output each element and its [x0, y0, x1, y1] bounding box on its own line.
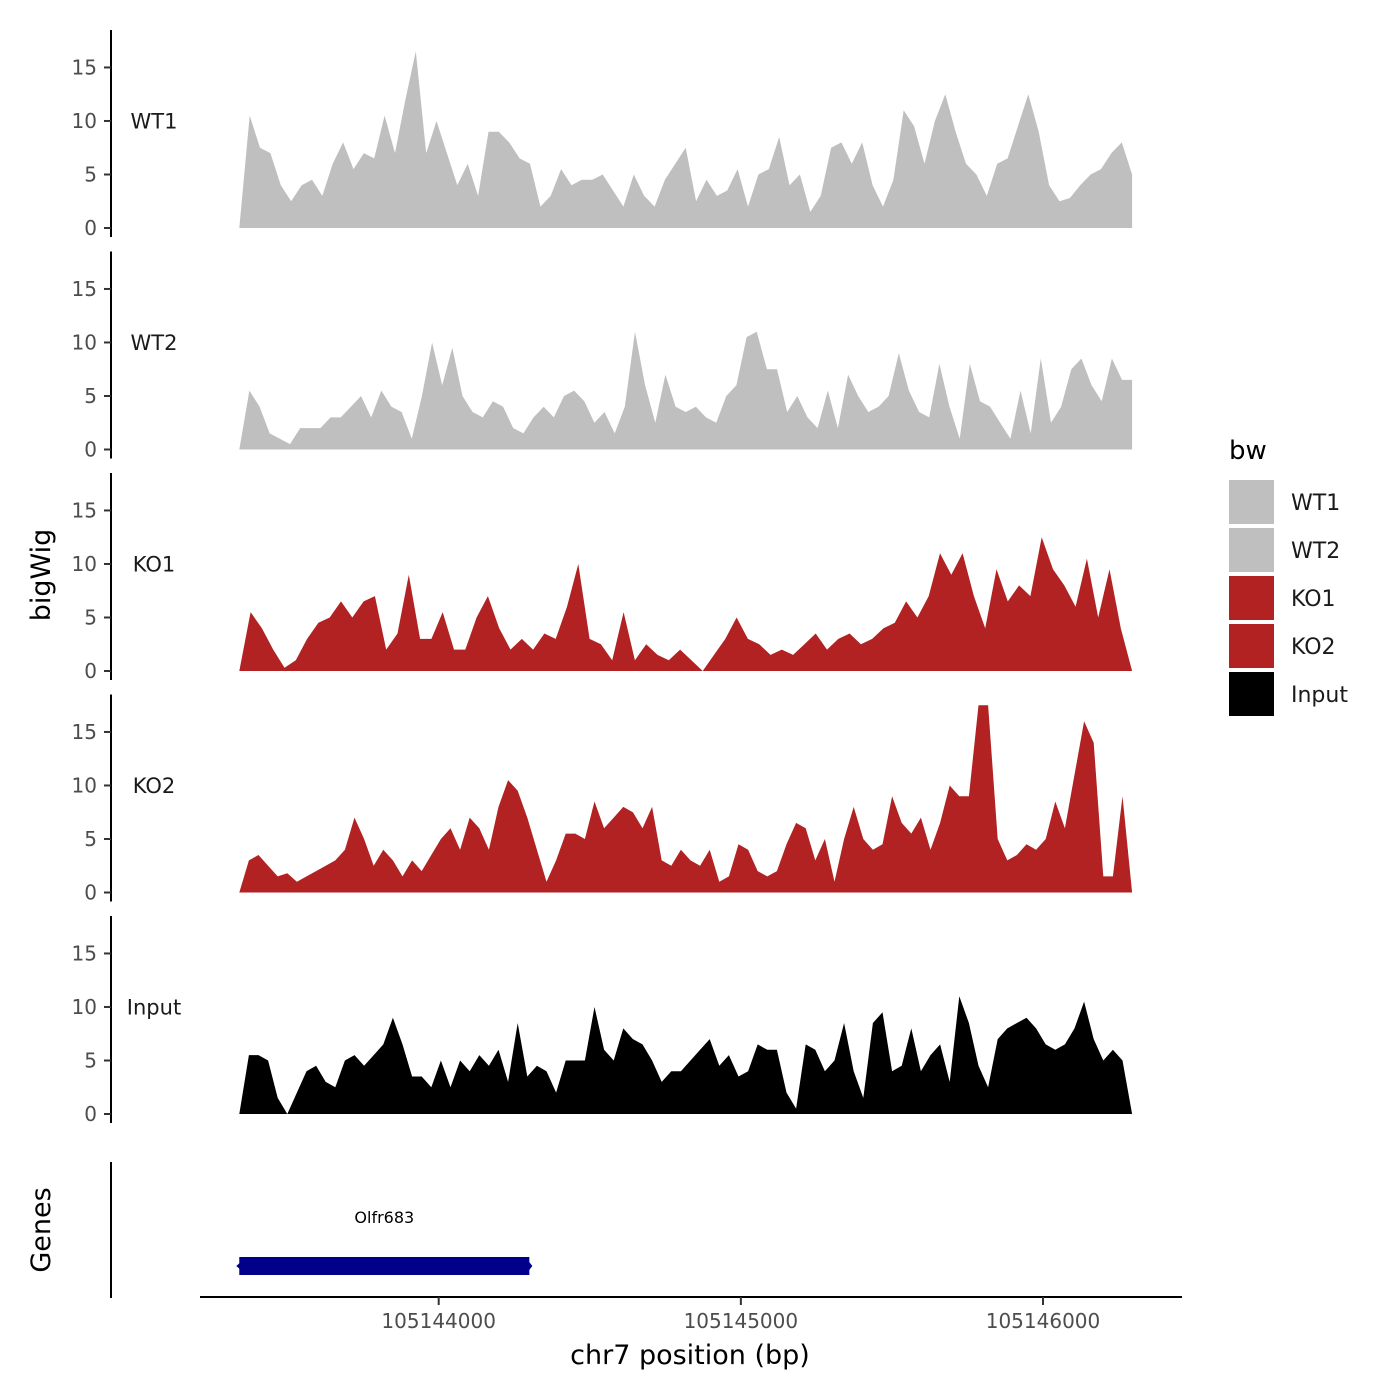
legend-entry-ko2: KO2	[1229, 624, 1336, 668]
signal-area-ko1	[239, 537, 1133, 671]
legend-entry-wt2: WT2	[1229, 528, 1340, 572]
x-axis-title: chr7 position (bp)	[570, 1340, 810, 1371]
legend-swatch	[1229, 672, 1274, 716]
legend-swatch	[1229, 624, 1274, 668]
x-tick-label: 105145000	[684, 1309, 799, 1333]
x-axis: 105144000 105145000 105146000	[200, 1296, 1182, 1333]
y-tick-label: 15	[72, 55, 97, 79]
y-tick-label: 15	[72, 941, 97, 965]
y-tick-label: 5	[84, 384, 97, 408]
track-label: KO1	[133, 552, 176, 576]
gene-feature: Olfr683	[236, 1208, 533, 1275]
gene-strand-arrow	[525, 1257, 533, 1275]
y-tick-label: 0	[84, 881, 97, 905]
track-label: WT2	[131, 331, 178, 355]
y-tick-label: 5	[84, 605, 97, 629]
legend-swatch	[1229, 576, 1274, 620]
legend-label: KO1	[1291, 587, 1336, 612]
y-tick-label: 15	[72, 720, 97, 744]
y-tick-label: 10	[72, 330, 97, 354]
x-tick-label: 105146000	[986, 1309, 1101, 1333]
track-label: KO2	[133, 774, 176, 798]
legend-title: bw	[1229, 436, 1267, 466]
y-tick-label: 15	[72, 498, 97, 522]
y-tick-label: 10	[72, 552, 97, 576]
bigwig-tracks: 0 5 10 15 WT1 0 5 10 15 WT2 0 5 10 15 KO1 0 5 10 15 KO2 0 5 10…	[72, 30, 1133, 1126]
x-tick-label: 105144000	[381, 1309, 496, 1333]
y-tick-label: 5	[84, 827, 97, 851]
gene-body	[239, 1257, 530, 1275]
track-panel-ko2: 0 5 10 15 KO2	[72, 694, 1133, 905]
track-panel-wt1: 0 5 10 15 WT1	[72, 30, 1133, 240]
y-tick-label: 0	[84, 659, 97, 683]
legend-entry-ko1: KO1	[1229, 576, 1336, 620]
y-tick-label: 10	[72, 109, 97, 133]
legend-label: WT2	[1291, 539, 1340, 564]
track-panel-ko1: 0 5 10 15 KO1	[72, 473, 1133, 683]
legend-label: WT1	[1291, 491, 1340, 516]
track-panel-input: 0 5 10 15 Input	[72, 916, 1133, 1126]
track-label: WT1	[131, 109, 178, 133]
y-tick-label: 0	[84, 1102, 97, 1126]
y-tick-label: 0	[84, 216, 97, 240]
signal-area-wt1	[239, 51, 1133, 229]
y-tick-label: 5	[84, 1048, 97, 1072]
track-panel-wt2: 0 5 10 15 WT2	[72, 251, 1133, 462]
signal-area-wt2	[239, 331, 1133, 450]
legend-label: Input	[1291, 683, 1348, 708]
legend-entry-wt1: WT1	[1229, 480, 1340, 524]
y-tick-label: 0	[84, 438, 97, 462]
gene-panel-label: Genes	[26, 1187, 57, 1272]
legend: bw WT1 WT2 KO1 KO2 Input	[1229, 436, 1348, 716]
legend-swatch	[1229, 528, 1274, 572]
gene-track-panel: Genes Olfr683	[26, 1162, 533, 1298]
y-tick-label: 5	[84, 162, 97, 186]
track-label: Input	[127, 995, 181, 1019]
legend-entry-input: Input	[1229, 672, 1348, 716]
y-axis-title: bigWig	[26, 529, 57, 622]
legend-label: KO2	[1291, 635, 1336, 660]
signal-area-ko2	[239, 705, 1133, 893]
gene-strand-arrow	[236, 1259, 245, 1273]
legend-swatch	[1229, 480, 1274, 524]
y-tick-label: 15	[72, 277, 97, 301]
gene-label: Olfr683	[354, 1208, 414, 1227]
y-tick-label: 10	[72, 995, 97, 1019]
signal-area-input	[239, 996, 1133, 1114]
y-tick-label: 10	[72, 773, 97, 797]
